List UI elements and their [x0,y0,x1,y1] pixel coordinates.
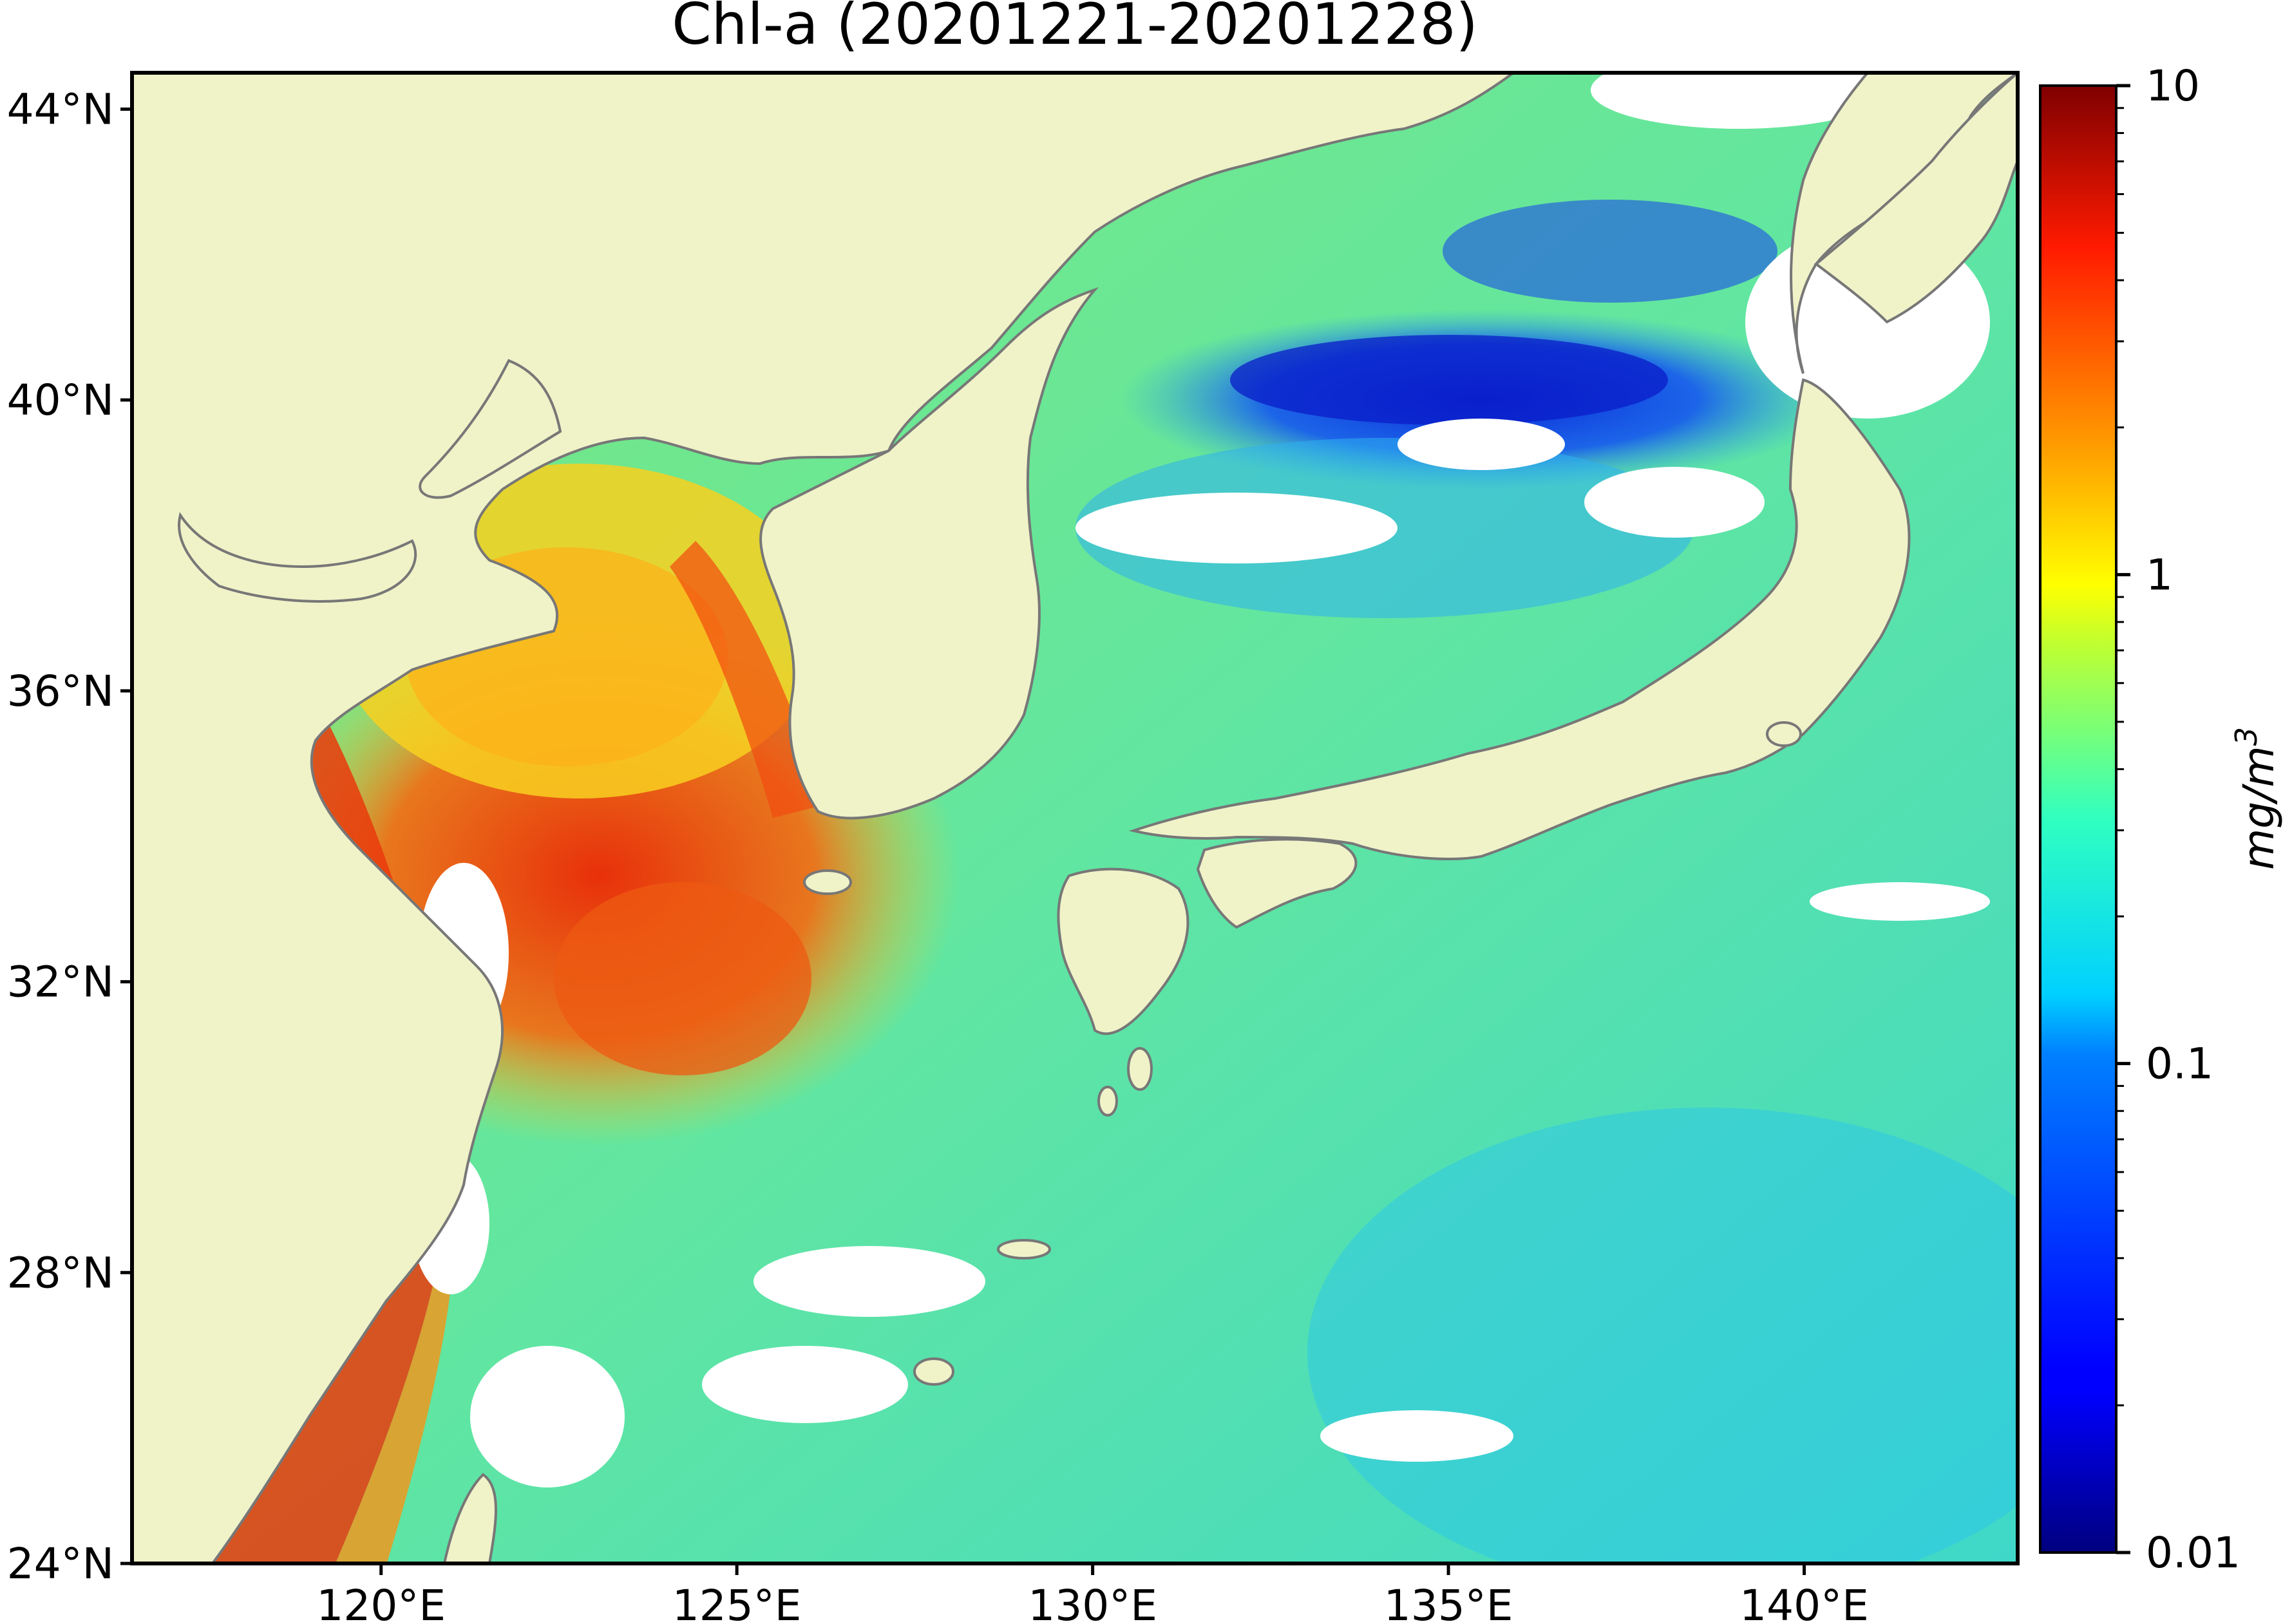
colorbar-ticks [2116,84,2130,1554]
lat-tick-label: 36°N [7,666,114,716]
lat-tick-label: 32°N [7,958,114,1007]
land-liaodong [419,359,562,499]
lat-tick-label: 28°N [7,1248,114,1298]
land-bohai-south [178,512,417,603]
korea-west-coast-band [670,541,824,818]
changjiang-plume [554,882,811,1075]
lon-tick-label: 125°E [672,1581,802,1624]
land-taiwan [442,1473,497,1563]
land-honshu [1128,378,1911,860]
lon-tick-label: 120°E [316,1581,446,1624]
land-shikoku [1196,838,1358,929]
land-hokkaido-east [1814,73,2018,324]
colorbar-tick-labels: 0.01 0.1 1 10 [2146,61,2240,1578]
lat-tick-label: 40°N [7,375,114,425]
pacific-blue-region [1307,1108,2018,1563]
colorbar-tick-label: 0.1 [2146,1039,2213,1089]
japan-sea-north-blue [1443,200,1777,303]
map-frame [130,71,2020,1565]
land-korea [759,287,1099,820]
lat-tick-label: 24°N [7,1539,114,1589]
map-axis-ticks [120,107,1806,1575]
colorbar [2039,84,2117,1554]
colorbar-tick-label: 1 [2146,550,2173,600]
colorbar-unit-label: mg/m3 [2229,727,2283,870]
no-data-patches [412,73,1990,1487]
land-kyushu [1057,867,1189,1035]
map-axis-labels: 44°N 40°N 36°N 32°N 28°N 24°N 120°E 125°E 130°E 1… [7,84,1869,1624]
colorbar-tick-label: 0.01 [2146,1528,2240,1578]
lat-tick-label: 44°N [7,84,114,134]
japan-sea-deep-blue [1230,335,1668,425]
lon-tick-label: 140°E [1739,1581,1869,1624]
small-islands [803,721,1802,1386]
colorbar-unit-exponent: 3 [2229,727,2264,746]
map-area [132,73,2018,1563]
lon-tick-label: 130°E [1028,1581,1157,1624]
lon-tick-label: 135°E [1384,1581,1513,1624]
map-title: Chl-a (20201221-20201228) [672,0,1478,57]
colorbar-tick-label: 10 [2146,61,2200,111]
